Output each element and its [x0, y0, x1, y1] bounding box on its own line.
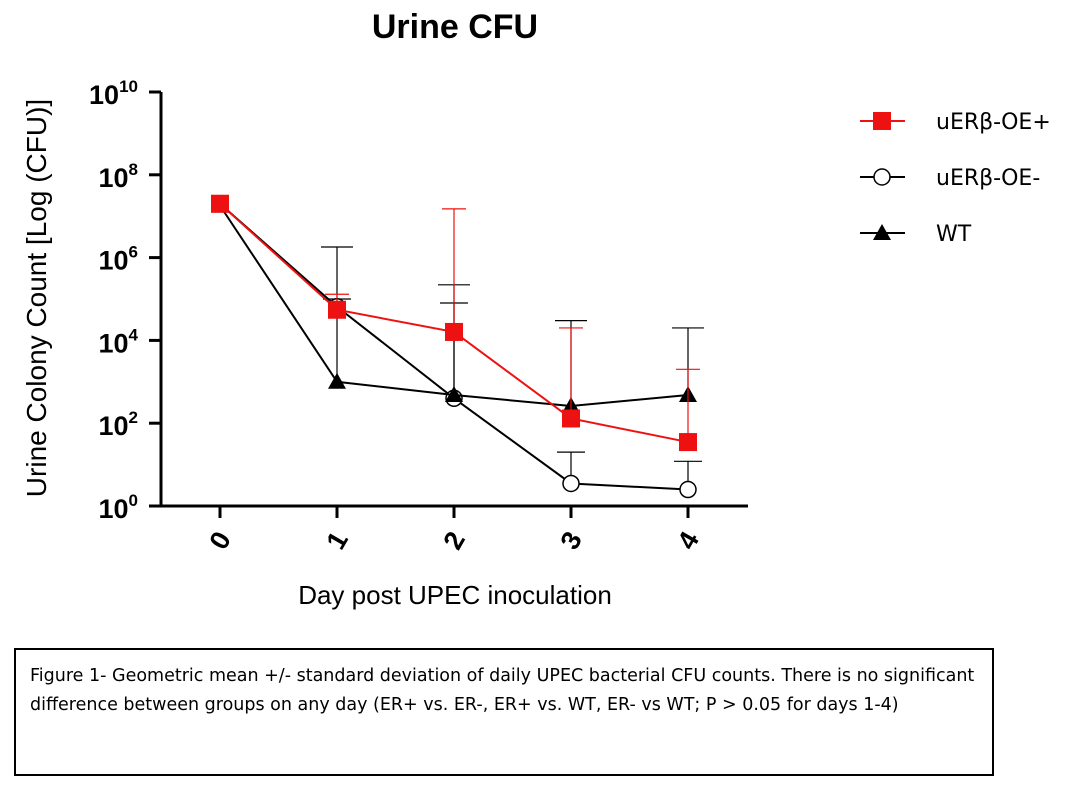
- legend-item: WT: [860, 222, 972, 247]
- chart-title: Urine CFU: [372, 8, 538, 46]
- x-tick-label: 0: [203, 526, 236, 554]
- data-point: [445, 385, 463, 402]
- series-2: [211, 196, 704, 414]
- x-axis-ticks: 0 1 2 3 4: [203, 506, 705, 555]
- data-point: [562, 474, 580, 493]
- legend-marker: [873, 112, 891, 130]
- y-axis-label: Urine Colony Count [Log (CFU)]: [21, 99, 52, 497]
- data-point: [445, 322, 463, 341]
- x-tick-label: 3: [554, 526, 587, 554]
- y-tick-label: 108: [98, 160, 138, 193]
- figure-caption: Figure 1- Geometric mean +/- standard de…: [30, 666, 975, 715]
- data-point: [328, 300, 346, 319]
- y-tick-label: 102: [98, 408, 138, 441]
- legend-label: uERβ-OE-: [936, 166, 1040, 191]
- x-tick-label: 1: [320, 526, 353, 554]
- data-point: [211, 194, 229, 213]
- legend-marker: [873, 224, 891, 240]
- data-point: [679, 433, 697, 452]
- figure-caption-box: Figure 1- Geometric mean +/- standard de…: [14, 648, 994, 776]
- y-tick-label: 1010: [89, 77, 138, 110]
- series-0: [211, 194, 700, 452]
- data-point: [562, 409, 580, 428]
- y-axis-ticks: 100 102 104 106 108 1010: [89, 77, 161, 524]
- legend-item: uERβ-OE+: [860, 110, 1051, 135]
- legend: uERβ-OE+ uERβ-OE- WT: [860, 110, 1051, 247]
- chart: Urine CFU Urine Colony Count [Log (CFU)]…: [21, 8, 1051, 610]
- y-tick-label: 100: [98, 491, 138, 524]
- y-tick-label: 106: [98, 243, 138, 276]
- x-axis-label: Day post UPEC inoculation: [298, 580, 612, 610]
- x-tick-label: 2: [437, 526, 470, 554]
- plot-area: [211, 194, 704, 499]
- legend-item: uERβ-OE-: [860, 166, 1040, 191]
- series-1: [211, 194, 702, 499]
- data-point: [328, 372, 346, 389]
- data-point: [679, 480, 697, 499]
- x-tick-label: 4: [671, 526, 704, 554]
- legend-label: WT: [936, 222, 972, 247]
- legend-marker: [873, 168, 891, 186]
- legend-label: uERβ-OE+: [936, 110, 1051, 135]
- y-tick-label: 104: [98, 325, 138, 358]
